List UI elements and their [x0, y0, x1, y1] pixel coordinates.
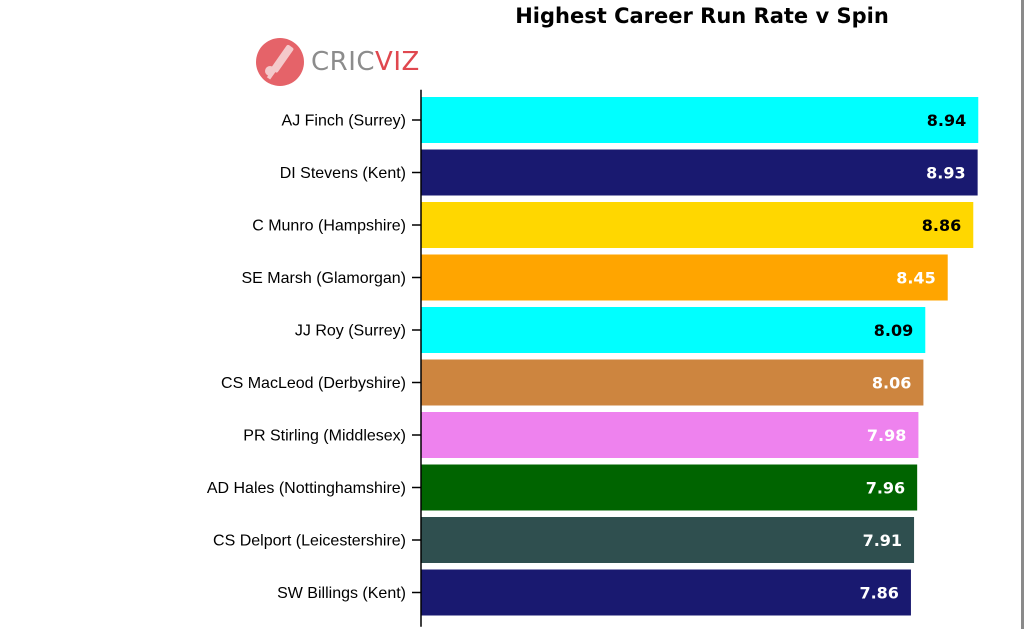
- bar-3: [421, 202, 974, 248]
- value-label: 7.86: [859, 584, 898, 603]
- cricviz-logo: CRICVIZ: [255, 34, 420, 90]
- value-label: 8.06: [872, 374, 911, 393]
- value-label: 8.45: [896, 269, 935, 288]
- value-label: 8.86: [922, 216, 961, 235]
- value-label: 8.09: [874, 321, 913, 340]
- bar-4: [421, 254, 948, 301]
- category-label: PR Stirling (Middlesex): [243, 428, 406, 445]
- cricket-bat-ball-logo-icon: [256, 38, 304, 86]
- bar-6: [421, 359, 924, 406]
- value-label: 7.91: [863, 531, 902, 550]
- logo-text-cric: CRIC: [311, 47, 376, 77]
- category-label: DI Stevens (Kent): [280, 165, 406, 182]
- value-label: 7.96: [866, 479, 905, 498]
- bar-8: [421, 464, 918, 511]
- category-label: CS MacLeod (Derbyshire): [221, 375, 406, 392]
- value-label: 8.93: [926, 164, 965, 183]
- category-label: JJ Roy (Surrey): [295, 323, 406, 340]
- category-label: CS Delport (Leicestershire): [213, 533, 406, 550]
- value-label: 8.94: [927, 111, 966, 130]
- category-label: AJ Finch (Surrey): [282, 113, 406, 130]
- category-label: C Munro (Hampshire): [252, 218, 406, 235]
- logo-text-viz: VIZ: [375, 47, 420, 77]
- right-edge-border: [1021, 0, 1024, 629]
- bar-5: [421, 307, 926, 353]
- bar-10: [421, 569, 911, 616]
- category-label: AD Hales (Nottinghamshire): [207, 480, 406, 497]
- chart-title: Highest Career Run Rate v Spin: [515, 4, 889, 28]
- bar-7: [421, 412, 919, 458]
- category-label: SW Billings (Kent): [277, 585, 406, 602]
- category-label: SE Marsh (Glamorgan): [242, 270, 407, 287]
- bar-1: [421, 97, 979, 143]
- value-label: 7.98: [867, 426, 906, 445]
- bar-2: [421, 149, 978, 196]
- logo-wordmark: CRICVIZ: [311, 47, 420, 77]
- bar-9: [421, 517, 915, 563]
